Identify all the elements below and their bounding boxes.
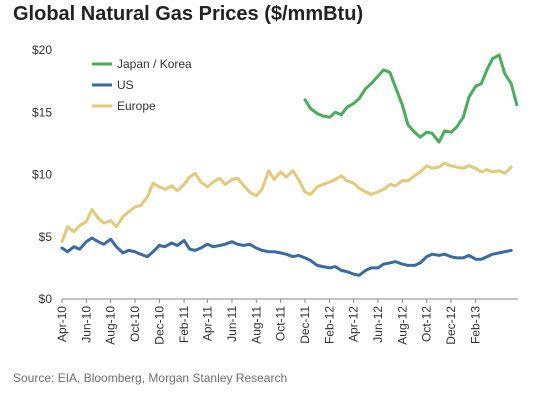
series-layer: [60, 53, 519, 277]
legend-label: Japan / Korea: [117, 57, 192, 71]
x-tick-label: Feb-13: [469, 306, 483, 344]
x-tick-label: Jun-10: [79, 306, 93, 343]
x-tick-label: Dec-11: [298, 306, 312, 344]
y-axis: $0 $5 $10 $15 $20: [32, 43, 52, 306]
x-tick-label: Apr-10: [55, 306, 69, 342]
x-tick-label: Dec-10: [152, 306, 166, 345]
legend: Japan / Korea US Europe: [92, 57, 192, 113]
x-tick-label: Oct-10: [128, 306, 142, 342]
legend-label: US: [117, 78, 134, 92]
y-tick-label: $20: [32, 43, 52, 57]
x-tick-label: Feb-12: [323, 306, 337, 344]
y-tick-label: $0: [39, 292, 53, 306]
line-chart: $0 $5 $10 $15 $20 Apr-10 Jun-10 Aug-10 Oct-10 De…: [32, 43, 519, 345]
legend-label: Europe: [117, 99, 156, 113]
x-tick-label: Feb-11: [177, 306, 191, 343]
x-tick-label: Aug-11: [249, 306, 263, 344]
source-note: Source: EIA, Bloomberg, Morgan Stanley R…: [13, 371, 288, 385]
chart-title: Global Natural Gas Prices ($/mmBtu): [13, 3, 364, 25]
x-tick-label: Dec-12: [444, 306, 458, 345]
x-tick-label: Aug-12: [395, 306, 409, 345]
x-tick-label: Oct-11: [274, 306, 288, 341]
y-tick-label: $10: [32, 168, 52, 182]
y-tick-label: $5: [39, 230, 53, 244]
x-tick-label: Jun-11: [225, 306, 239, 342]
series-line-europe: [60, 161, 513, 244]
x-tick-label: Apr-12: [347, 306, 361, 342]
x-axis: Apr-10 Jun-10 Aug-10 Oct-10 Dec-10 Feb-11 Apr-…: [55, 299, 483, 345]
x-tick-label: Jun-12: [371, 306, 385, 343]
series-line-us: [60, 236, 513, 277]
x-tick-label: Aug-10: [104, 306, 118, 345]
x-tick-label: Apr-11: [201, 306, 215, 341]
y-tick-label: $15: [32, 105, 52, 119]
series-line-japan-korea: [303, 53, 519, 144]
x-tick-label: Oct-12: [420, 306, 434, 342]
